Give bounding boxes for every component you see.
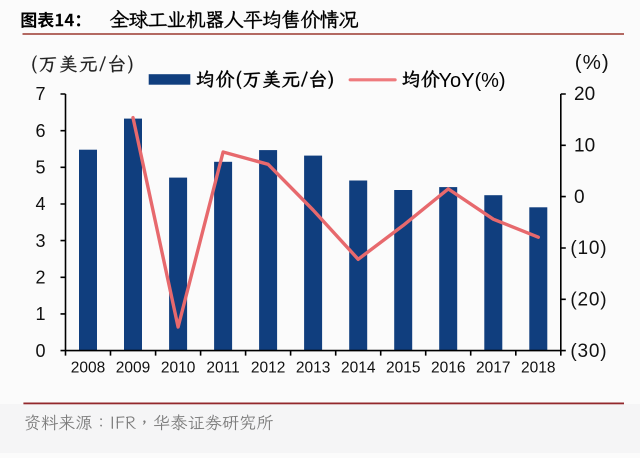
svg-text:4: 4 (35, 194, 45, 214)
svg-text:2017: 2017 (476, 360, 510, 377)
svg-text:2012: 2012 (251, 360, 285, 377)
svg-text:(%): (%) (575, 51, 610, 74)
svg-text:(30): (30) (570, 341, 607, 362)
svg-text:3: 3 (35, 231, 45, 251)
svg-text:10: 10 (574, 136, 595, 157)
svg-text:2010: 2010 (161, 360, 196, 377)
svg-text:(20): (20) (570, 290, 607, 311)
svg-text:2013: 2013 (296, 360, 330, 377)
svg-text:2: 2 (35, 268, 45, 288)
svg-text:2016: 2016 (431, 360, 465, 377)
svg-text:2008: 2008 (71, 360, 105, 377)
svg-text:5: 5 (35, 158, 45, 178)
svg-text:20: 20 (574, 84, 595, 105)
svg-text:2009: 2009 (116, 360, 150, 377)
svg-text:1: 1 (35, 304, 45, 324)
svg-text:2011: 2011 (206, 360, 239, 377)
svg-text:(10): (10) (570, 238, 607, 259)
svg-text:2015: 2015 (386, 360, 420, 377)
svg-text:7: 7 (35, 84, 45, 104)
svg-text:0: 0 (574, 187, 585, 208)
svg-text:2014: 2014 (341, 360, 376, 377)
svg-text:6: 6 (35, 121, 45, 141)
svg-text:2018: 2018 (521, 360, 555, 377)
svg-text:YoY(%): YoY(%) (439, 70, 506, 92)
svg-text:0: 0 (35, 341, 45, 361)
